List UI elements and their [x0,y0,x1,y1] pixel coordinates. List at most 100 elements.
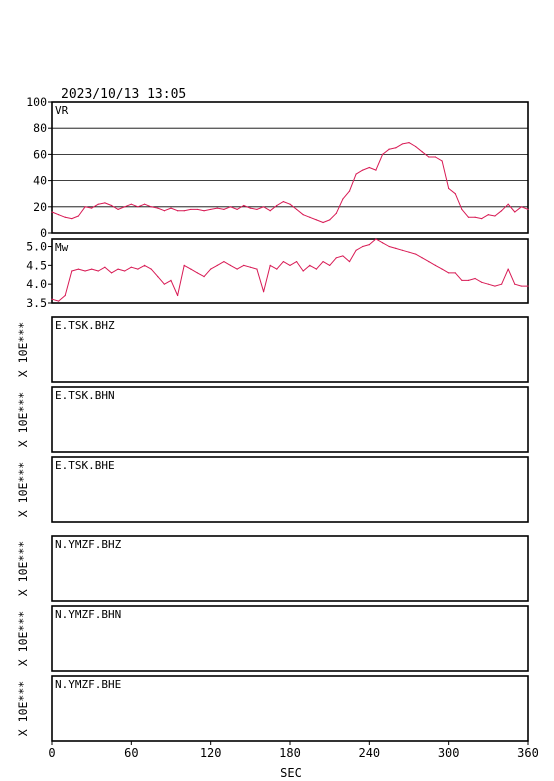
data-point [203,276,205,278]
data-point [448,272,450,274]
panel-label: Mw [55,241,69,254]
data-point [229,264,232,266]
data-point [348,190,351,192]
data-point [170,279,172,282]
data-point [276,268,278,270]
data-point [441,268,443,270]
data-point [130,203,132,205]
data-point [428,260,430,263]
data-point [309,216,311,218]
data-point [381,153,384,155]
data-point [514,211,516,213]
x-tick-label: 0 [48,746,55,760]
data-point [282,200,284,203]
data-point [190,208,192,211]
panel-8: N.YMZF.BHE X 10E*** [16,675,529,742]
data-point [150,206,152,208]
data-point [329,219,331,221]
y-tick-label: 80 [33,121,47,135]
data-point [441,160,443,162]
panel-frame [51,101,529,234]
x-tick-label: 300 [438,746,460,760]
data-point [196,208,199,211]
data-point [243,204,245,207]
data-point [494,215,496,217]
panel-frame [51,238,529,304]
panel-frame [51,386,529,453]
data-point [388,245,390,248]
panel-label: VR [55,104,69,117]
data-point [262,206,265,208]
x-tick-label: 60 [124,746,138,760]
panel-frame [51,535,529,602]
y-tick-label: 4.0 [26,277,47,291]
data-point [177,294,179,297]
data-point [157,207,159,209]
data-point [243,264,245,266]
data-point [421,257,423,259]
data-point [500,210,503,212]
panel-label: N.YMZF.BHE [55,678,121,691]
data-point [395,147,397,149]
data-point [329,264,331,266]
data-point [183,210,185,212]
y-tick-label: 40 [33,174,47,188]
panel-1: VR 0 20 40 60 80 100 [26,95,529,240]
panel-frame [51,675,529,742]
data-point [137,206,139,208]
data-point [342,198,344,200]
data-point [249,207,251,209]
data-point [196,272,199,274]
data-point [355,173,357,175]
data-point [84,206,86,208]
data-point [401,249,403,251]
data-point [467,216,470,218]
data-point [408,142,410,144]
data-point [342,255,344,257]
data-point [381,242,384,244]
data-point [368,166,370,169]
data-point [474,277,476,280]
data-point [315,219,318,221]
data-point [520,285,522,287]
data-point [256,268,258,270]
data-point [322,221,324,224]
data-point [282,260,284,263]
data-point [77,215,80,217]
data-point [256,208,258,211]
data-point [71,217,73,220]
data-point [143,203,146,205]
data-point [408,251,410,253]
panel-label: E.TSK.BHE [55,459,115,472]
y-tick-label: 5.0 [26,240,47,254]
data-point [395,247,397,250]
data-point [481,281,483,283]
data-point [110,204,113,207]
panel-frame [51,456,529,523]
data-point [216,207,218,209]
data-point [236,208,238,211]
data-point [315,268,318,270]
data-point [163,210,165,212]
data-point [514,283,516,285]
data-point [415,253,417,255]
data-point [51,298,53,300]
data-point [170,207,172,209]
data-point [276,204,278,207]
data-point [487,283,489,285]
data-point [335,212,337,214]
data-point [362,169,364,171]
data-point [507,268,509,270]
y-tick-label: 4.5 [26,258,47,272]
data-point [110,272,113,274]
data-point [64,216,66,218]
data-point [481,217,483,220]
data-point [296,260,298,263]
data-point [467,279,470,282]
data-point [163,283,165,285]
data-point [124,206,126,208]
data-point [71,270,73,272]
panel-3: E.TSK.BHZ X 10E*** [16,316,529,383]
data-point [309,264,311,266]
x-axis-title: SEC [280,766,302,780]
